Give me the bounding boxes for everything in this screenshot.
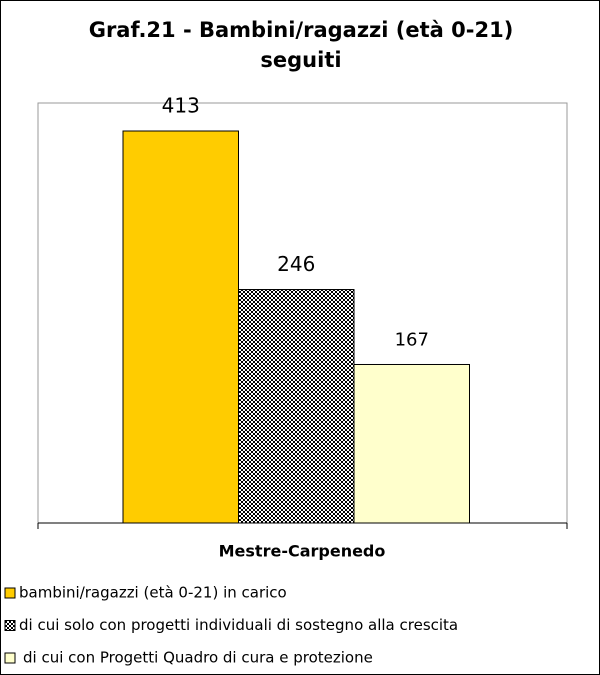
value-label: 246 [277,252,315,276]
legend-label: bambini/ragazzi (età 0-21) in carico [19,584,287,602]
legend-label: di cui con Progetti Quadro di cura e pro… [23,649,373,667]
legend-swatch [4,620,16,631]
chart-title: Graf.21 - Bambini/ragazzi (età 0-21) seg… [88,18,514,72]
legend-swatch [4,652,16,664]
bar [238,289,355,524]
bar [122,130,239,524]
legend-swatch [4,587,16,599]
x-tick-label: Mestre-Carpenedo [219,542,386,561]
legend-label: di cui solo con progetti individuali di … [19,616,458,634]
value-label: 167 [395,329,429,350]
bar [353,363,470,524]
value-label: 413 [162,94,200,118]
